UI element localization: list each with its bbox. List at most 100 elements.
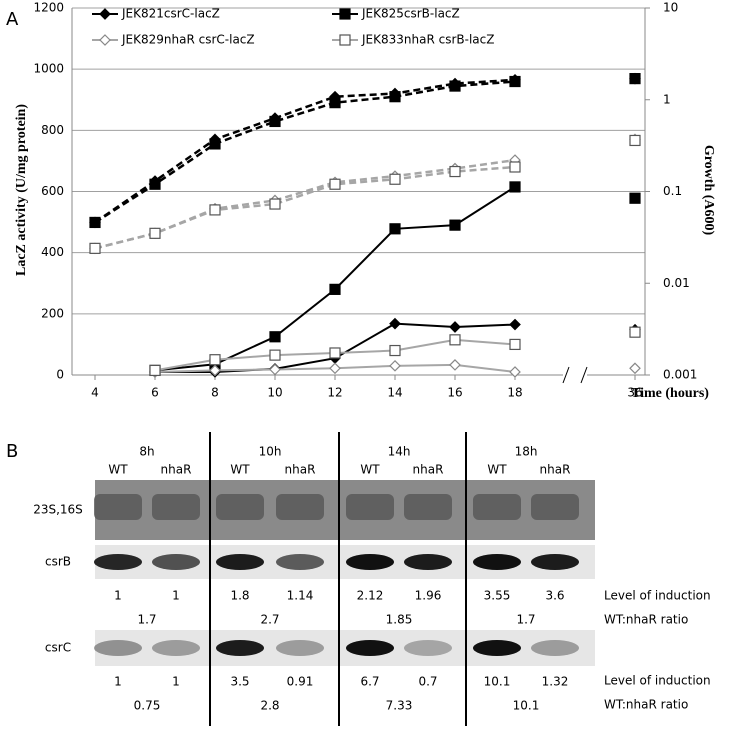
y2-tick-label: 0.001 xyxy=(663,368,697,382)
legend-entry: JEK825csrB-lacZ xyxy=(332,7,460,21)
induction-label: Level of induction xyxy=(604,589,711,603)
marker xyxy=(269,198,281,210)
marker xyxy=(89,216,101,229)
ratio-value: 2.7 xyxy=(260,613,279,627)
x-tick-label: 36 xyxy=(627,386,642,400)
marker xyxy=(629,73,641,85)
lane-label: WT xyxy=(108,463,128,477)
marker xyxy=(629,362,641,375)
x-axis-title: Time (hours) xyxy=(631,386,709,401)
axis-break-mark xyxy=(580,366,588,384)
marker xyxy=(329,283,341,295)
rrna-band xyxy=(404,494,452,520)
marker xyxy=(339,8,351,20)
marker xyxy=(629,326,641,338)
marker xyxy=(449,80,461,92)
induction-label: Level of induction xyxy=(604,674,711,688)
induction-value: 1 xyxy=(114,589,122,603)
y-tick-label: 400 xyxy=(41,245,64,259)
rrna-band xyxy=(216,494,264,520)
marker xyxy=(629,134,641,147)
marker xyxy=(99,34,111,46)
y2-tick-label: 0.1 xyxy=(663,184,682,198)
induction-value: 1.8 xyxy=(230,589,249,603)
ratio-label: WT:nhaR ratio xyxy=(604,613,688,627)
marker xyxy=(449,219,461,231)
axis-break xyxy=(563,367,587,383)
marker xyxy=(269,331,281,343)
rrna-band xyxy=(94,494,142,520)
ratio-value: 1.7 xyxy=(516,613,535,627)
legend-label: JEK833nhaR csrB-lacZ xyxy=(361,33,494,47)
marker xyxy=(329,97,341,109)
y-tick-label: 800 xyxy=(41,123,64,137)
blot-band xyxy=(276,554,324,570)
blot-band xyxy=(152,640,200,656)
marker xyxy=(209,138,221,150)
growth-line xyxy=(95,140,635,248)
marker xyxy=(209,364,221,377)
ratio-value: 0.75 xyxy=(134,699,161,713)
marker xyxy=(509,318,521,331)
y-axis-title: LacZ activity (U/mg protein) xyxy=(14,104,29,276)
marker xyxy=(449,321,461,333)
marker xyxy=(209,354,221,366)
induction-value: 1 xyxy=(172,589,180,603)
blot-band xyxy=(276,640,324,656)
marker xyxy=(389,223,401,235)
timepoint-label: 14h xyxy=(388,445,411,459)
panel-label: A xyxy=(6,9,19,30)
marker xyxy=(509,338,521,351)
marker xyxy=(269,349,281,361)
lane-label: nhaR xyxy=(413,463,444,477)
blot-band xyxy=(404,554,452,570)
induction-value: 1 xyxy=(172,675,180,689)
blot-band xyxy=(94,554,142,570)
induction-value: 0.7 xyxy=(418,675,437,689)
lane-label: WT xyxy=(360,463,380,477)
x-tick-label: 18 xyxy=(507,386,522,400)
marker xyxy=(269,363,281,376)
marker xyxy=(449,165,461,178)
ratio-value: 2.8 xyxy=(260,699,279,713)
marker xyxy=(389,359,401,372)
rrna-band xyxy=(531,494,579,520)
marker xyxy=(149,178,161,190)
blot-band xyxy=(346,554,394,570)
rrna-band xyxy=(473,494,521,520)
y2-axis-title: Growth (A600) xyxy=(701,145,716,236)
legend-label: JEK829nhaR csrC-lacZ xyxy=(121,33,255,47)
blot-band xyxy=(216,640,264,656)
y2-tick-label: 10 xyxy=(663,1,678,15)
x-tick-label: 4 xyxy=(91,386,99,400)
lane-label: WT xyxy=(230,463,250,477)
x-tick-label: 10 xyxy=(267,386,282,400)
x-tick-label: 16 xyxy=(447,386,462,400)
marker xyxy=(509,75,521,88)
legend-entry: JEK833nhaR csrB-lacZ xyxy=(332,33,494,47)
blot-band xyxy=(94,640,142,656)
y-tick-label: 200 xyxy=(41,306,64,320)
induction-value: 6.7 xyxy=(360,675,379,689)
timepoint-label: 18h xyxy=(515,445,538,459)
marker xyxy=(509,366,521,378)
x-tick-label: 14 xyxy=(387,386,402,400)
marker xyxy=(449,334,461,346)
lane-label: nhaR xyxy=(161,463,192,477)
panel-label: B xyxy=(6,441,18,462)
activity-line xyxy=(155,187,635,371)
marker xyxy=(449,359,461,371)
marker xyxy=(269,115,281,128)
induction-value: 3.6 xyxy=(545,589,564,603)
row-label: csrC xyxy=(45,641,71,655)
y-tick-label: 1000 xyxy=(33,62,64,76)
growth-line xyxy=(95,139,635,248)
y-tick-label: 1200 xyxy=(33,1,64,15)
legend-label: JEK825csrB-lacZ xyxy=(361,7,460,21)
row-label: csrB xyxy=(45,555,71,569)
marker xyxy=(339,34,351,46)
axis-break-mark xyxy=(562,366,570,384)
marker xyxy=(389,91,401,103)
induction-value: 3.5 xyxy=(230,675,249,689)
ratio-value: 7.33 xyxy=(386,699,413,713)
